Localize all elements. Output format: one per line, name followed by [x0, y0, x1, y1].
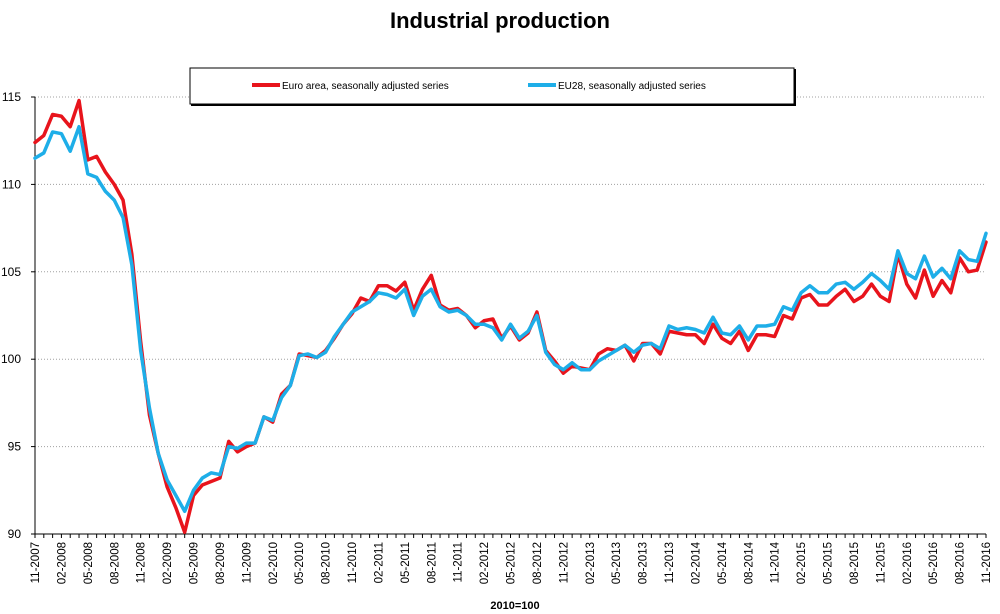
x-tick-label-11-2015: 11-2015: [875, 542, 887, 583]
legend-box-shadow: [191, 104, 796, 106]
y-tick-label-115: 115: [2, 90, 21, 104]
x-tick-label-05-2008: 05-2008: [83, 542, 95, 584]
x-tick-label-08-2009: 08-2009: [215, 542, 227, 584]
legend-label-euro-area: Euro area, seasonally adjusted series: [282, 81, 449, 92]
x-tick-label-11-2014: 11-2014: [770, 541, 782, 583]
y-tick-label-90: 90: [8, 527, 22, 541]
x-tick-label-02-2016: 02-2016: [902, 542, 914, 584]
legend-box: [189, 67, 795, 105]
x-tick-label-02-2009: 02-2009: [162, 542, 174, 584]
x-tick-label-11-2009: 11-2009: [241, 542, 253, 583]
series-lines: [33, 98, 988, 534]
x-tick-label-05-2012: 05-2012: [506, 542, 518, 584]
y-tick-label-100: 100: [1, 352, 21, 366]
x-tick-label-02-2008: 02-2008: [56, 542, 68, 584]
y-tick-labels: 90 95 100 105 110 115: [1, 90, 35, 541]
x-tick-label-08-2015: 08-2015: [849, 542, 861, 584]
x-tick-label-08-2016: 08-2016: [955, 542, 967, 584]
x-tick-label-08-2014: 08-2014: [743, 541, 755, 584]
x-tick-label-05-2016: 05-2016: [928, 542, 940, 584]
x-tick-label-05-2010: 05-2010: [294, 542, 306, 584]
x-tick-label-08-2011: 08-2011: [426, 542, 438, 583]
x-tick-label-02-2011: 02-2011: [373, 542, 385, 583]
x-tick-label-11-2013: 11-2013: [664, 542, 676, 583]
x-tick-label-02-2012: 02-2012: [479, 542, 491, 584]
legend: Euro area, seasonally adjusted series EU…: [189, 67, 796, 106]
series-line-euro-area: [33, 98, 988, 534]
x-tick-label-02-2015: 02-2015: [796, 542, 808, 584]
x-tick-label-02-2013: 02-2013: [585, 542, 597, 584]
x-tick-label-02-2010: 02-2010: [268, 542, 280, 584]
x-axis-title: 2010=100: [490, 600, 539, 612]
series-line-eu28: [33, 124, 988, 514]
x-tick-label-05-2015: 05-2015: [823, 542, 835, 584]
x-tick-label-11-2010: 11-2010: [347, 542, 359, 583]
x-tick-label-11-2016: 11-2016: [981, 542, 993, 583]
chart-title: Industrial production: [390, 8, 610, 33]
x-tick-labels: 11-2007 02-2008 05-2008 08-2008 11-2008 02-20…: [30, 534, 993, 584]
x-tick-label-05-2014: 05-2014: [717, 541, 729, 584]
x-tick-label-11-2012: 11-2012: [558, 542, 570, 583]
x-tick-label-08-2013: 08-2013: [638, 542, 650, 584]
x-tick-label-11-2007: 11-2007: [30, 542, 42, 583]
x-tick-label-05-2013: 05-2013: [611, 542, 623, 584]
x-tick-label-08-2012: 08-2012: [532, 542, 544, 584]
x-tick-label-11-2011: 11-2011: [453, 542, 465, 583]
x-tick-label-08-2008: 08-2008: [109, 542, 121, 584]
x-tick-label-08-2010: 08-2010: [321, 542, 333, 584]
y-tick-label-95: 95: [8, 440, 22, 454]
x-tick-label-05-2011: 05-2011: [400, 542, 412, 583]
y-tick-label-110: 110: [2, 177, 21, 191]
x-tick-label-05-2009: 05-2009: [189, 542, 201, 584]
x-tick-label-02-2014: 02-2014: [690, 541, 702, 584]
legend-label-eu28: EU28, seasonally adjusted series: [558, 81, 706, 92]
legend-box-shadow-right: [794, 69, 796, 106]
axes: [34, 97, 986, 535]
y-tick-label-105: 105: [1, 265, 21, 279]
x-tick-label-11-2008: 11-2008: [136, 542, 148, 583]
gridlines: [35, 96, 986, 448]
